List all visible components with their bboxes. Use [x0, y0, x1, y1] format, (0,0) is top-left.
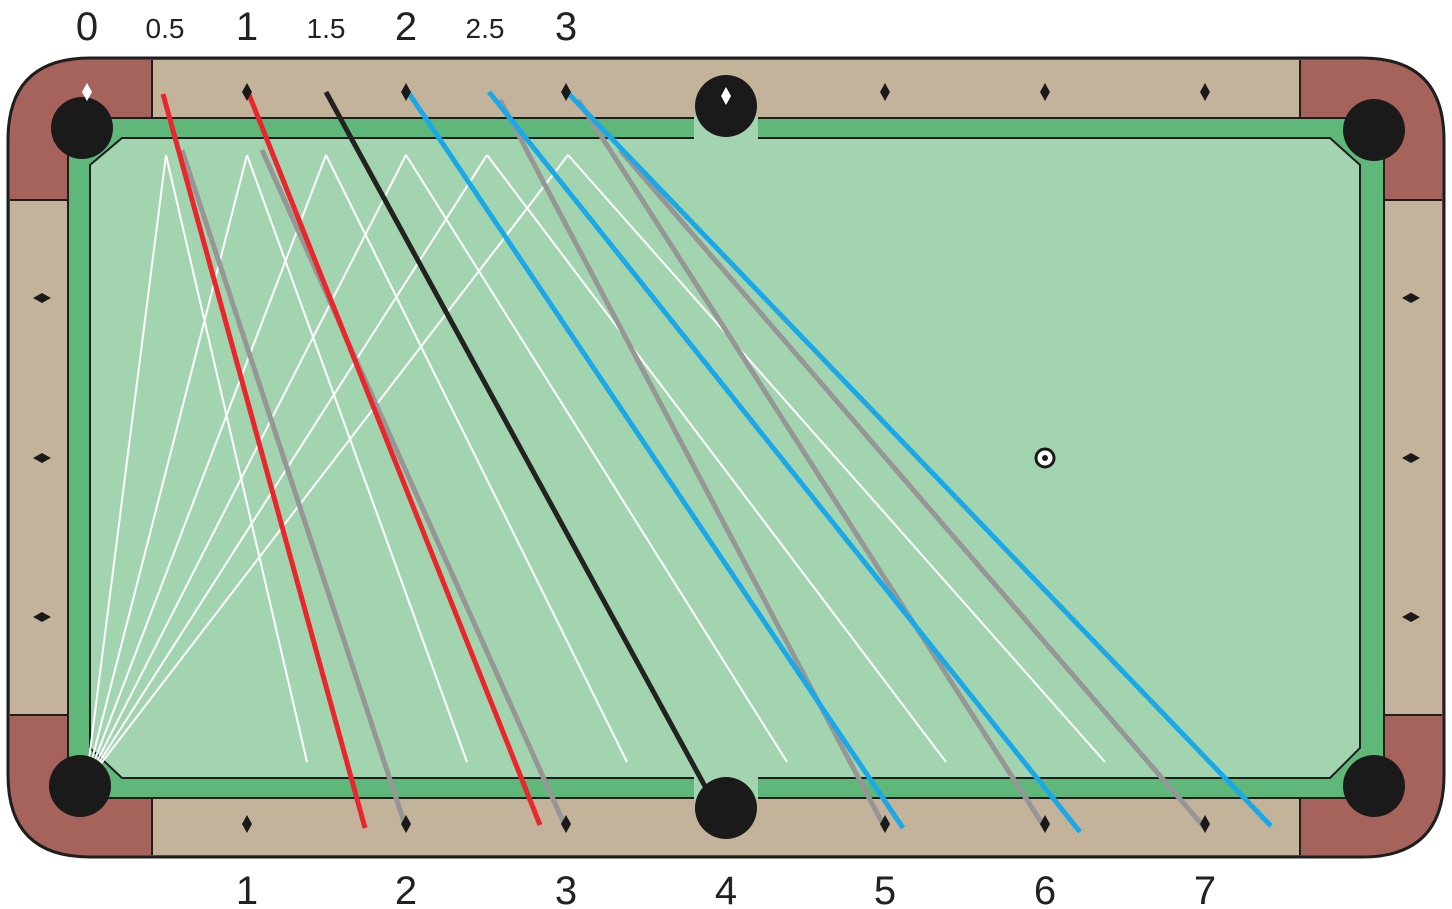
white-line	[486, 154, 947, 763]
rail-diamond-icon	[33, 453, 51, 463]
pocket-icon	[1343, 99, 1405, 161]
shot-line	[618, 148, 1207, 830]
shot-line	[179, 149, 409, 829]
rail-edges	[10, 60, 1442, 855]
shot-line	[565, 90, 1273, 828]
rail-diamond-icon	[33, 293, 51, 303]
bottom-label: 4	[715, 869, 737, 909]
rail-diamond-icon	[242, 815, 252, 833]
top-label: 3	[555, 5, 577, 49]
white-line	[246, 154, 468, 763]
shot-line	[259, 148, 569, 830]
rail-diamond-icon	[242, 83, 252, 101]
rail-diamond-icon	[1040, 815, 1050, 833]
rail-diamond-icon	[33, 612, 51, 622]
white-line	[85, 154, 569, 784]
bottom-label: 5	[874, 869, 896, 909]
rail-diamond-icon	[1402, 453, 1420, 463]
rail-diamond-icon	[82, 83, 92, 101]
bottom-label: 6	[1034, 869, 1056, 909]
white-line	[85, 154, 327, 784]
pockets	[49, 75, 1405, 839]
rail-diamond-icon	[1200, 83, 1210, 101]
top-labels: 0 0.5 1 1.5 2 2.5 3	[76, 5, 577, 49]
bottom-label: 1	[236, 869, 258, 909]
bottom-label: 7	[1194, 869, 1216, 909]
white-guide-lines	[85, 154, 1106, 784]
rail-diamond-icon	[1402, 612, 1420, 622]
rail-diamond-icon	[1040, 83, 1050, 101]
cloth	[89, 137, 1361, 779]
top-label: 2	[395, 5, 417, 49]
rail-diamond-icon	[1200, 815, 1210, 833]
top-label: 0	[76, 5, 98, 49]
pocket-icon	[695, 75, 757, 137]
white-line	[405, 154, 788, 763]
rail-diamond-icon	[880, 83, 890, 101]
pocket-icon	[49, 755, 111, 817]
pocket-icon	[1343, 755, 1405, 817]
rail-diamond-icon	[561, 815, 571, 833]
shot-line	[323, 90, 710, 792]
white-line	[85, 154, 407, 784]
shot-line	[487, 90, 1082, 834]
bottom-label: 3	[555, 869, 577, 909]
rail-diamond-icon	[880, 815, 890, 833]
white-line	[85, 154, 167, 784]
shot-line	[575, 98, 1048, 830]
top-label: 1	[236, 5, 258, 49]
pocket-icon	[695, 777, 757, 839]
top-label: 2.5	[466, 13, 505, 44]
rail-diamond-icon	[401, 83, 411, 101]
top-label: 0.5	[146, 13, 185, 44]
white-line	[325, 154, 628, 763]
spot-icon	[1034, 447, 1056, 469]
shot-line	[160, 93, 368, 829]
rail-diamond-icon	[721, 87, 731, 105]
rail-diamonds	[33, 83, 1420, 833]
rail-diamond-icon	[401, 815, 411, 833]
top-label: 1.5	[307, 13, 346, 44]
shot-lines	[160, 90, 1273, 834]
rail-diamond-icon	[1402, 293, 1420, 303]
white-line	[567, 154, 1106, 763]
pocket-icon	[51, 97, 113, 159]
shot-line	[405, 90, 906, 830]
bottom-labels: 1 2 3 4 5 6 7	[236, 869, 1216, 909]
shot-line	[245, 91, 543, 826]
bottom-label: 2	[395, 869, 417, 909]
rail-diamond-icon	[561, 83, 571, 101]
white-line	[165, 154, 308, 763]
